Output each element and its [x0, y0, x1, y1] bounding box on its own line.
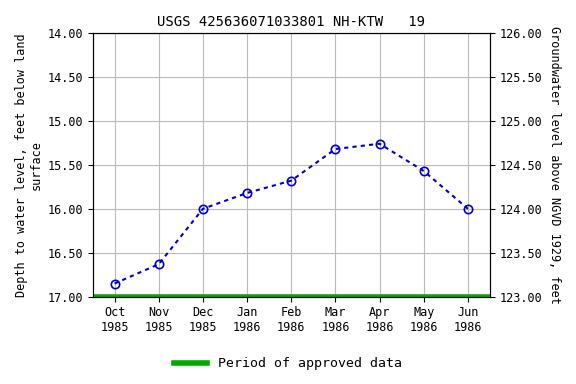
Title: USGS 425636071033801 NH-KTW   19: USGS 425636071033801 NH-KTW 19 — [157, 15, 425, 29]
Y-axis label: Groundwater level above NGVD 1929, feet: Groundwater level above NGVD 1929, feet — [548, 26, 561, 304]
Y-axis label: Depth to water level, feet below land
surface: Depth to water level, feet below land su… — [15, 33, 43, 297]
Legend: Period of approved data: Period of approved data — [169, 352, 407, 376]
